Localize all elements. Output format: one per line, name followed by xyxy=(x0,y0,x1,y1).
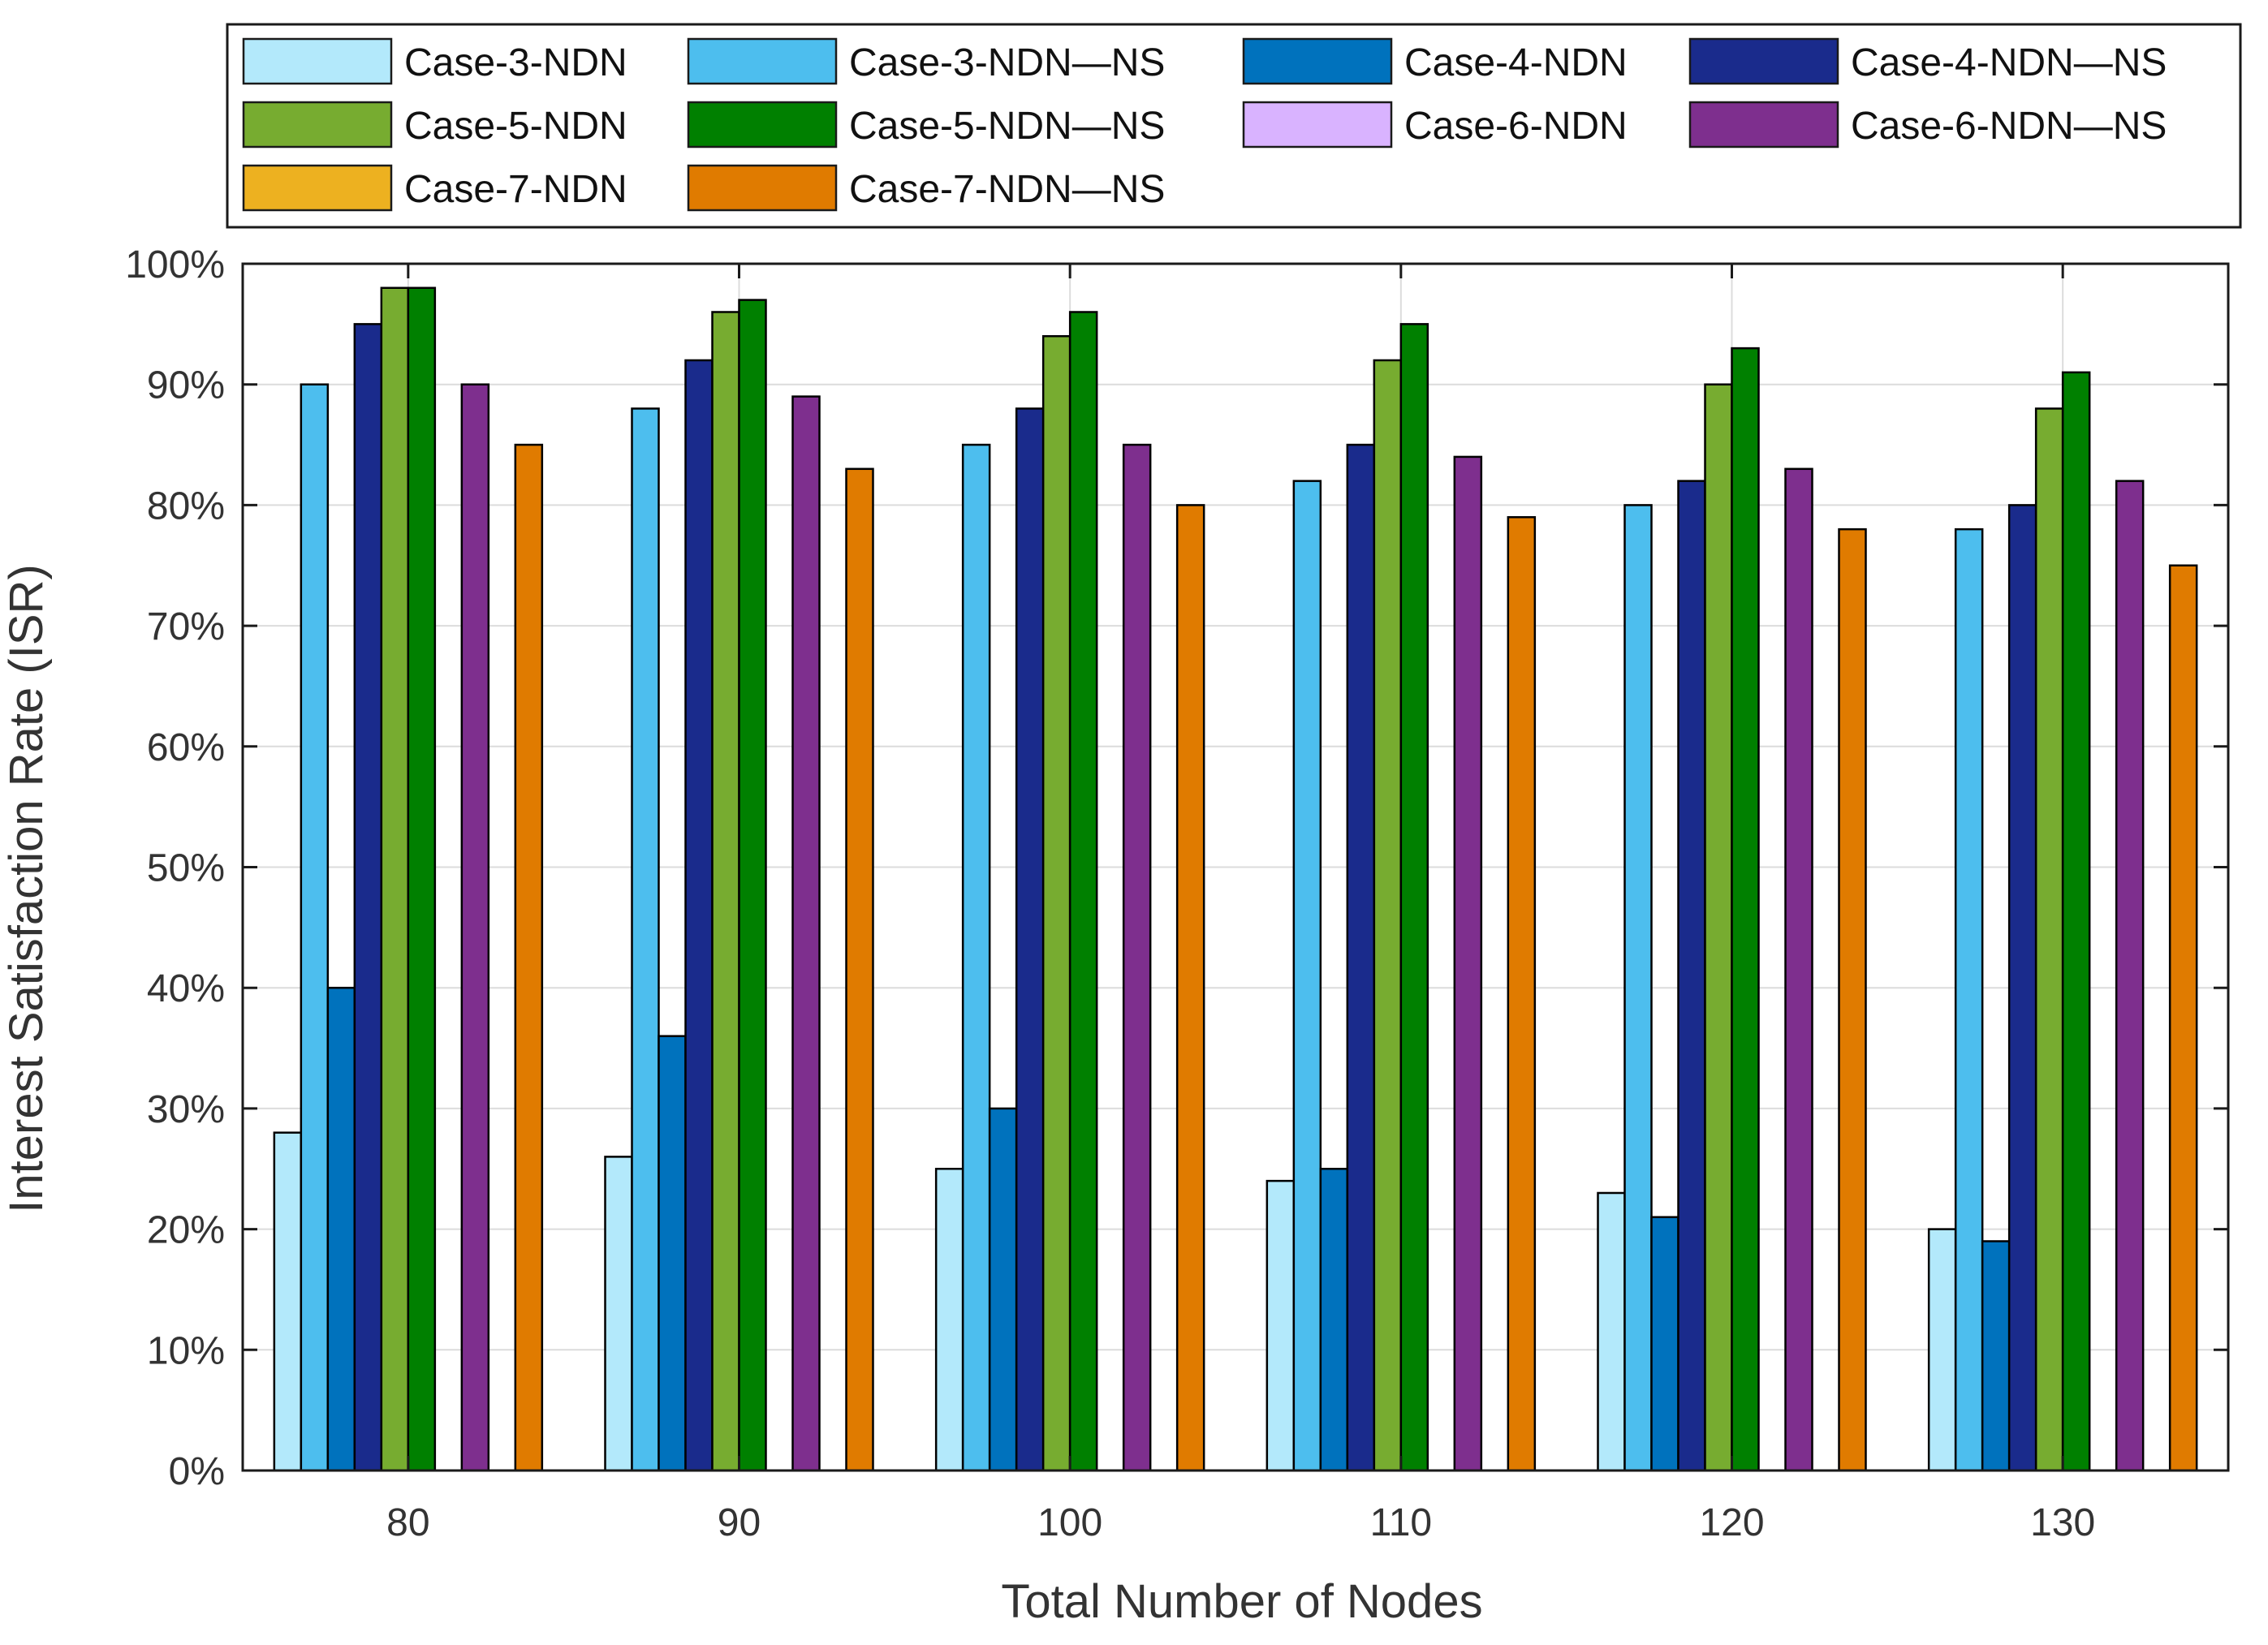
bar-case-3-ndn-100 xyxy=(934,1168,964,1472)
legend-label: Case-4-NDN—NS xyxy=(1851,41,2167,84)
legend-label: Case-5-NDN—NS xyxy=(849,105,1165,148)
axes: 0% 10% 20% 30% 40% 50% 60% 70% 80% 90% 100% 80 90 100… xyxy=(125,243,2230,1544)
legend-swatch xyxy=(687,37,838,85)
legend-label: Case-3-NDN xyxy=(404,41,627,84)
bar-case-4-ndn-ns-100 xyxy=(1015,407,1045,1472)
bar-case-5-ndn-90 xyxy=(711,311,740,1472)
bar-case-5-ndn-ns-90 xyxy=(738,299,767,1472)
bar-case-4-ndn-100 xyxy=(988,1107,1018,1472)
legend-swatch xyxy=(1688,101,1839,149)
bar-case-3-ndn-ns-90 xyxy=(631,407,660,1472)
bar-case-5-ndn-120 xyxy=(1704,383,1733,1472)
bar-case-6-ndn-ns-120 xyxy=(1784,467,1813,1472)
y-tick-label: 30% xyxy=(147,1088,225,1131)
bar-case-4-ndn-ns-80 xyxy=(353,323,383,1472)
bar-case-3-ndn-80 xyxy=(273,1131,303,1472)
bar-case-4-ndn-130 xyxy=(1981,1240,2011,1472)
x-tick-label: 120 xyxy=(1699,1501,1764,1544)
bar-case-6-ndn-ns-90 xyxy=(791,395,821,1472)
y-tick-label: 20% xyxy=(147,1209,225,1252)
x-tick-label: 90 xyxy=(718,1501,761,1544)
bar-case-7-ndn-ns-110 xyxy=(1507,516,1537,1472)
grid-lines xyxy=(243,264,2228,1471)
bar-case-3-ndn-ns-80 xyxy=(300,383,330,1472)
y-tick-label: 50% xyxy=(147,847,225,890)
legend-swatch xyxy=(687,164,838,212)
legend-label: Case-4-NDN xyxy=(1404,41,1628,84)
bar-case-5-ndn-130 xyxy=(2034,407,2064,1472)
x-tick-label: 80 xyxy=(386,1501,429,1544)
legend-swatch xyxy=(1688,37,1839,85)
legend-label: Case-6-NDN xyxy=(1404,105,1628,148)
legend-swatch xyxy=(242,164,393,212)
x-axis-label: Total Number of Nodes xyxy=(1001,1575,1482,1628)
bar-case-3-ndn-90 xyxy=(604,1156,633,1472)
bar-case-3-ndn-130 xyxy=(1927,1228,1957,1472)
y-tick-label: 60% xyxy=(147,726,225,769)
legend-label: Case-7-NDN—NS xyxy=(849,168,1165,211)
legend-label: Case-5-NDN xyxy=(404,105,627,148)
legend-label: Case-7-NDN xyxy=(404,168,627,211)
x-tick-label: 130 xyxy=(2030,1501,2095,1544)
bar-case-6-ndn-ns-130 xyxy=(2115,480,2145,1472)
bar-case-5-ndn-ns-130 xyxy=(2061,371,2091,1472)
x-tick-label: 100 xyxy=(1037,1501,1102,1544)
legend: Case-3-NDN Case-3-NDN—NS Case-4-NDN Case-4-… xyxy=(226,23,2242,229)
bar-case-7-ndn-ns-100 xyxy=(1175,504,1205,1472)
bar-case-4-ndn-90 xyxy=(658,1035,687,1472)
legend-swatch xyxy=(1242,101,1393,149)
legend-label: Case-3-NDN—NS xyxy=(849,41,1165,84)
bar-case-4-ndn-80 xyxy=(326,986,356,1472)
y-tick-label: 80% xyxy=(147,484,225,528)
legend-swatch xyxy=(1242,37,1393,85)
bar-case-5-ndn-100 xyxy=(1041,334,1071,1472)
legend-swatch xyxy=(242,101,393,149)
bar-case-6-ndn-ns-80 xyxy=(460,383,490,1472)
bar-case-4-ndn-ns-130 xyxy=(2007,504,2037,1472)
bar-case-5-ndn-80 xyxy=(380,286,410,1472)
bar-case-6-ndn-ns-100 xyxy=(1122,443,1152,1472)
bar-case-3-ndn-110 xyxy=(1266,1179,1296,1472)
bar-case-5-ndn-ns-110 xyxy=(1399,323,1429,1472)
y-tick-label: 40% xyxy=(147,967,225,1010)
y-tick-label: 70% xyxy=(147,605,225,648)
bar-case-5-ndn-110 xyxy=(1373,359,1403,1472)
bar-case-4-ndn-ns-120 xyxy=(1677,480,1706,1472)
y-tick-label: 90% xyxy=(147,364,225,407)
bar-case-3-ndn-ns-120 xyxy=(1623,504,1653,1472)
bar-case-3-ndn-ns-100 xyxy=(961,443,991,1472)
legend-swatch xyxy=(242,37,393,85)
bar-case-7-ndn-ns-80 xyxy=(514,443,544,1472)
bars xyxy=(273,286,2198,1472)
y-tick-label: 0% xyxy=(169,1450,225,1493)
bar-case-4-ndn-110 xyxy=(1319,1168,1349,1472)
y-tick-label: 10% xyxy=(147,1329,225,1372)
bar-case-7-ndn-ns-120 xyxy=(1838,528,1867,1472)
y-axis-label: Interest Satisfaction Rate (ISR) xyxy=(0,564,53,1212)
bar-case-7-ndn-ns-90 xyxy=(845,467,874,1472)
bar-case-5-ndn-ns-120 xyxy=(1731,347,1760,1472)
bar-case-4-ndn-ns-110 xyxy=(1346,443,1376,1472)
x-tick-label: 110 xyxy=(1370,1501,1433,1544)
bar-case-5-ndn-ns-100 xyxy=(1068,311,1098,1472)
legend-box xyxy=(226,23,2242,229)
legend-label: Case-6-NDN—NS xyxy=(1851,105,2167,148)
bar-case-3-ndn-ns-130 xyxy=(1954,528,1984,1472)
bar-case-3-ndn-120 xyxy=(1597,1191,1626,1472)
y-tick-label: 100% xyxy=(125,243,225,286)
bar-case-7-ndn-ns-130 xyxy=(2168,564,2198,1472)
bar-case-4-ndn-120 xyxy=(1650,1216,1679,1472)
bar-case-6-ndn-ns-110 xyxy=(1453,455,1483,1472)
legend-swatch xyxy=(687,101,838,149)
bar-case-4-ndn-ns-90 xyxy=(684,359,714,1472)
bar-case-5-ndn-ns-80 xyxy=(407,286,437,1472)
bar-case-3-ndn-ns-110 xyxy=(1292,480,1322,1472)
